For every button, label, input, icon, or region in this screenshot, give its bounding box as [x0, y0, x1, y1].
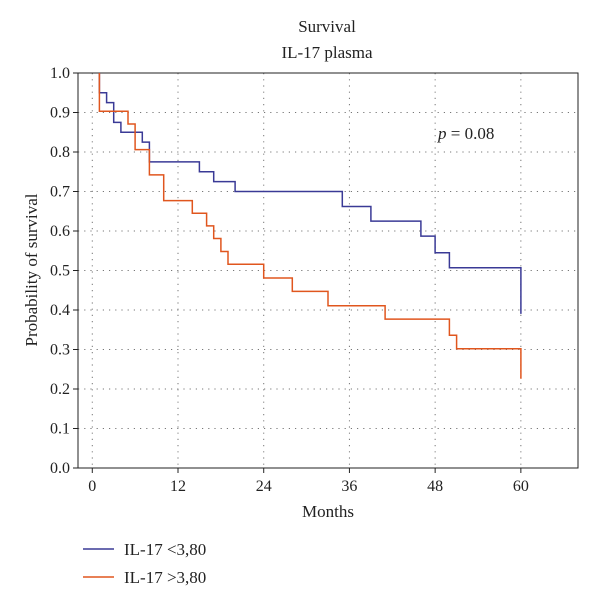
- legend-label-1: IL-17 <3,80: [124, 540, 206, 559]
- y-tick-label: 0.5: [50, 263, 70, 280]
- legend-label-2: IL-17 >3,80: [124, 568, 206, 587]
- x-tick-label: 60: [513, 478, 529, 495]
- x-tick-label: 12: [170, 478, 186, 495]
- y-axis-label: Probability of survival: [22, 193, 41, 346]
- y-tick-label: 0.7: [50, 184, 70, 201]
- y-tick-label: 1.0: [50, 65, 70, 82]
- annotation-p-value: p = 0.08: [437, 124, 494, 143]
- y-tick-label: 0.0: [50, 460, 70, 477]
- chart-subtitle: IL-17 plasma: [281, 43, 373, 62]
- x-tick-label: 36: [341, 478, 357, 495]
- y-tick-label: 0.1: [50, 421, 70, 438]
- x-tick-label: 48: [427, 478, 443, 495]
- chart-title: Survival: [298, 17, 356, 36]
- series-line-1: [98, 73, 522, 314]
- series-line-2: [98, 73, 522, 379]
- annotation-p-symbol: p: [437, 124, 447, 143]
- y-tick-label: 0.6: [50, 223, 70, 240]
- series-layer: [98, 73, 522, 379]
- tick-layer: 0 12 24 36 48 60 0.0 0.1 0.2 0.3 0.4 0.5 0.6 0.7 0.8 0.…: [50, 65, 529, 495]
- y-tick-label: 0.9: [50, 105, 70, 122]
- y-tick-label: 0.2: [50, 381, 70, 398]
- legend: IL-17 <3,80 IL-17 >3,80: [83, 540, 206, 587]
- y-tick-label: 0.3: [50, 342, 70, 359]
- y-tick-label: 0.8: [50, 144, 70, 161]
- x-tick-label: 0: [88, 478, 96, 495]
- grid-lines: [78, 72, 578, 469]
- x-tick-label: 24: [256, 478, 272, 495]
- x-axis-label: Months: [302, 502, 354, 521]
- annotation-p-rest: = 0.08: [447, 124, 495, 143]
- y-tick-label: 0.4: [50, 302, 70, 319]
